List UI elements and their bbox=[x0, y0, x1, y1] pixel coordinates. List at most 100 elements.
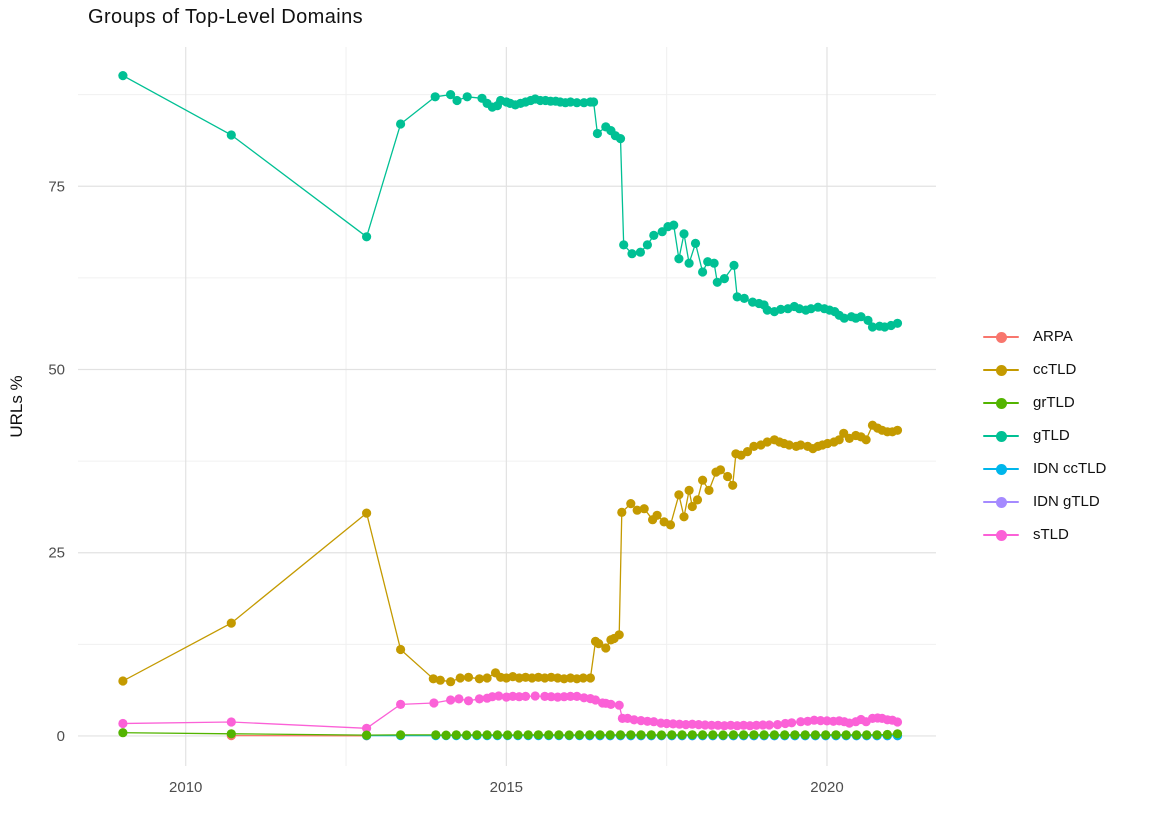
data-point-cctld bbox=[601, 643, 611, 653]
data-point-stld bbox=[773, 720, 783, 730]
data-point-gtld bbox=[712, 277, 722, 287]
data-point-grtld bbox=[503, 730, 513, 740]
data-point-stld bbox=[707, 720, 717, 730]
data-point-grtld bbox=[831, 730, 841, 740]
legend-item-gtld: gTLD bbox=[983, 419, 1106, 452]
data-point-cctld bbox=[665, 520, 676, 530]
data-point-grtld bbox=[882, 729, 892, 740]
data-point-grtld bbox=[636, 730, 646, 740]
data-point-cctld bbox=[687, 501, 697, 512]
data-point-gtld bbox=[674, 254, 684, 264]
data-point-grtld bbox=[810, 730, 821, 740]
data-point-stld bbox=[787, 718, 797, 728]
data-point-stld bbox=[572, 691, 582, 702]
data-point-gtld bbox=[619, 240, 629, 250]
svg-text:2020: 2020 bbox=[810, 779, 843, 796]
data-point-stld bbox=[454, 694, 464, 704]
data-point-gtld bbox=[615, 134, 626, 144]
legend-key-icon bbox=[983, 364, 1019, 376]
data-point-cctld bbox=[428, 674, 438, 684]
legend-key-icon bbox=[983, 397, 1019, 409]
data-point-grtld bbox=[739, 730, 749, 740]
data-point-gtld bbox=[396, 119, 406, 129]
data-point-grtld bbox=[362, 730, 372, 740]
data-point-cctld bbox=[632, 505, 642, 515]
data-point-cctld bbox=[639, 504, 649, 514]
data-point-gtld bbox=[709, 258, 719, 268]
data-point-grtld bbox=[396, 730, 406, 740]
data-point-cctld bbox=[728, 480, 738, 490]
data-point-grtld bbox=[554, 730, 564, 740]
data-point-cctld bbox=[435, 675, 445, 685]
data-point-cctld bbox=[652, 510, 662, 520]
data-point-cctld bbox=[723, 471, 733, 482]
data-point-stld bbox=[700, 720, 710, 730]
legend-key-icon bbox=[983, 430, 1019, 442]
data-point-grtld bbox=[441, 730, 451, 740]
data-point-gtld bbox=[362, 232, 372, 242]
legend-item-label: grTLD bbox=[1033, 394, 1075, 411]
data-point-gtld bbox=[863, 315, 873, 325]
data-point-grtld bbox=[523, 730, 533, 740]
data-point-cctld bbox=[834, 435, 844, 445]
data-point-grtld bbox=[780, 730, 790, 740]
data-point-cctld bbox=[784, 440, 794, 450]
data-point-grtld bbox=[892, 729, 903, 739]
legend-item-label: gTLD bbox=[1033, 427, 1070, 444]
legend-item-idn-cctld: IDN ccTLD bbox=[983, 452, 1106, 485]
data-point-gtld bbox=[690, 238, 701, 248]
data-point-grtld bbox=[698, 730, 708, 740]
legend-key-icon bbox=[983, 463, 1019, 475]
legend-key-icon bbox=[983, 331, 1019, 343]
data-point-gtld bbox=[649, 230, 659, 240]
data-point-gtld bbox=[679, 229, 689, 239]
data-point-grtld bbox=[851, 730, 862, 740]
data-point-grtld bbox=[677, 730, 687, 740]
data-point-gtld bbox=[732, 292, 742, 302]
legend-item-cctld: ccTLD bbox=[983, 353, 1106, 386]
data-point-gtld bbox=[452, 95, 462, 106]
data-point-grtld bbox=[790, 730, 800, 740]
data-point-grtld bbox=[646, 730, 656, 740]
data-point-gtld bbox=[684, 258, 694, 268]
data-point-gtld bbox=[635, 247, 646, 257]
legend-item-arpa: ARPA bbox=[983, 320, 1106, 353]
data-point-gtld bbox=[669, 220, 679, 230]
data-point-gtld bbox=[739, 293, 749, 303]
data-point-grtld bbox=[544, 730, 554, 740]
data-point-grtld bbox=[431, 730, 441, 740]
data-point-grtld bbox=[626, 730, 636, 740]
data-point-gtld bbox=[776, 304, 786, 314]
data-point-stld bbox=[474, 694, 484, 704]
data-point-cctld bbox=[892, 425, 903, 435]
data-point-gtld bbox=[446, 90, 456, 100]
data-point-grtld bbox=[533, 730, 544, 740]
data-point-cctld bbox=[614, 630, 624, 640]
svg-text:25: 25 bbox=[48, 545, 65, 562]
data-point-cctld bbox=[578, 673, 588, 683]
data-point-grtld bbox=[472, 730, 482, 740]
data-point-cctld bbox=[626, 499, 636, 509]
data-point-gtld bbox=[592, 128, 603, 139]
legend-item-stld: sTLD bbox=[983, 518, 1106, 551]
data-point-gtld bbox=[226, 130, 236, 140]
y-axis-title: URLs % bbox=[7, 375, 26, 437]
legend-item-label: ccTLD bbox=[1033, 361, 1077, 378]
data-point-grtld bbox=[800, 730, 810, 740]
data-point-stld bbox=[118, 718, 128, 729]
data-point-grtld bbox=[585, 730, 595, 740]
data-point-stld bbox=[530, 691, 540, 701]
data-point-stld bbox=[226, 717, 236, 727]
data-point-cctld bbox=[482, 673, 492, 683]
data-point-stld bbox=[521, 691, 531, 702]
data-point-cctld bbox=[674, 490, 684, 500]
data-point-stld bbox=[463, 696, 474, 706]
data-point-grtld bbox=[482, 730, 492, 740]
data-point-grtld bbox=[513, 730, 523, 740]
data-point-gtld bbox=[698, 267, 708, 277]
data-point-cctld bbox=[861, 435, 871, 445]
data-point-cctld bbox=[594, 639, 604, 649]
data-point-cctld bbox=[446, 677, 456, 687]
